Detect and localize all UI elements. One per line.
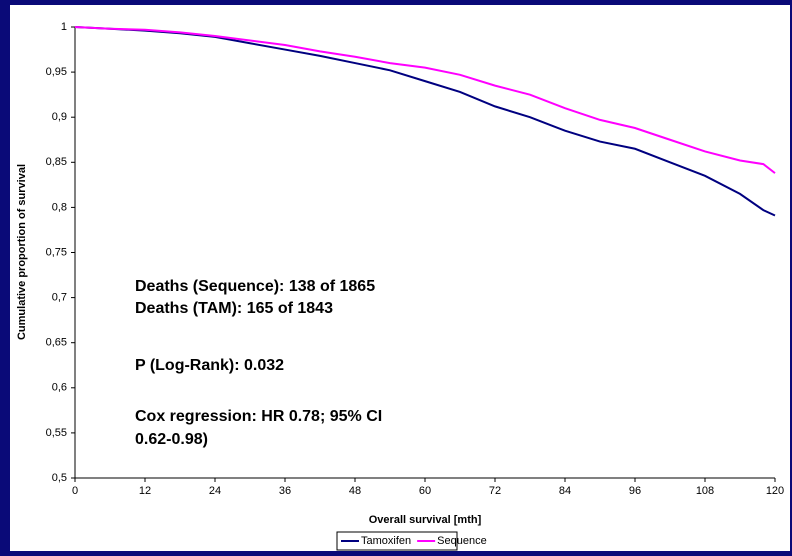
y-tick-label: 0,7 xyxy=(52,292,67,304)
x-tick-label: 120 xyxy=(766,485,784,497)
legend-label: Tamoxifen xyxy=(361,535,411,547)
annotation: P (Log-Rank): 0.032 xyxy=(135,357,284,374)
survival-line xyxy=(74,26,776,174)
y-tick-label: 0,95 xyxy=(46,66,67,78)
y-tick-label: 0,6 xyxy=(52,382,67,394)
y-tick-label: 1 xyxy=(61,21,67,33)
y-tick-label: 0,85 xyxy=(46,156,67,168)
y-tick-label: 0,65 xyxy=(46,337,67,349)
x-tick-label: 12 xyxy=(139,485,151,497)
panel xyxy=(10,5,790,551)
annotation: 0.62-0.98) xyxy=(135,431,208,448)
y-tick-label: 0,5 xyxy=(52,472,67,484)
x-axis-title: Overall survival [mth] xyxy=(369,514,482,526)
legend-box xyxy=(336,531,458,551)
x-tick-label: 0 xyxy=(72,485,78,497)
legend-label: Sequence xyxy=(437,535,487,547)
x-tick-label: 84 xyxy=(559,485,571,497)
x-tick-label: 48 xyxy=(349,485,361,497)
annotation: Deaths (Sequence): 138 of 1865 xyxy=(135,278,375,295)
x-tick-label: 72 xyxy=(489,485,501,497)
x-tick-label: 60 xyxy=(419,485,431,497)
x-tick-label: 36 xyxy=(279,485,291,497)
y-tick-label: 0,8 xyxy=(52,201,67,213)
x-tick-label: 108 xyxy=(696,485,714,497)
annotation: Cox regression: HR 0.78; 95% CI xyxy=(135,408,382,425)
y-tick-label: 0,9 xyxy=(52,111,67,123)
annotation: Deaths (TAM): 165 of 1843 xyxy=(135,300,333,317)
y-axis-title: Cumulative proportion of survival xyxy=(16,164,28,340)
x-tick-label: 96 xyxy=(629,485,641,497)
x-tick-label: 24 xyxy=(209,485,221,497)
y-tick-label: 0,55 xyxy=(46,427,67,439)
y-tick-label: 0,75 xyxy=(46,246,67,258)
